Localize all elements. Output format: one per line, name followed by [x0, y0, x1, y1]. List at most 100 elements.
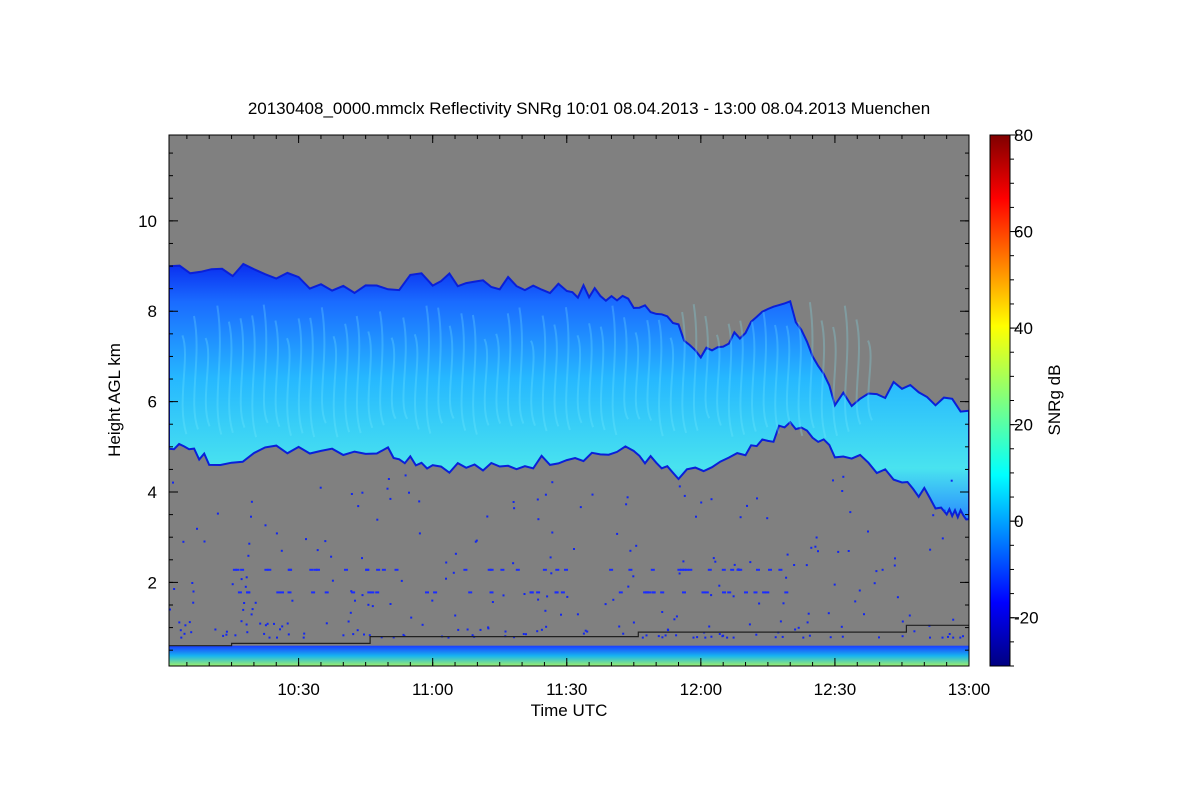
noise-dot — [657, 635, 660, 638]
noise-dot — [513, 636, 515, 639]
noise-dot — [560, 613, 562, 616]
noise-dot — [350, 493, 353, 495]
noise-dot — [250, 613, 253, 616]
noise-dot — [536, 498, 539, 501]
noise-dot — [190, 631, 193, 634]
noise-dot — [400, 579, 403, 582]
noise-dot — [235, 568, 240, 571]
noise-dot — [523, 593, 526, 595]
noise-dot — [254, 601, 257, 604]
noise-dot — [504, 630, 507, 633]
noise-dot — [232, 568, 237, 571]
noise-dot — [246, 631, 249, 634]
noise-dot — [604, 603, 607, 606]
noise-dot — [330, 555, 333, 558]
noise-dot — [537, 598, 540, 601]
noise-dot — [445, 561, 448, 564]
noise-dot — [766, 517, 769, 520]
noise-dot — [479, 628, 482, 631]
noise-dot — [512, 501, 515, 503]
noise-dot — [854, 600, 857, 603]
noise-dot — [718, 584, 721, 587]
noise-dot — [248, 542, 251, 545]
colorbar-tick-label: 80 — [1014, 126, 1033, 145]
noise-dot — [475, 539, 478, 542]
noise-dot — [710, 498, 713, 501]
noise-dot — [908, 614, 911, 617]
y-axis-label: Height AGL km — [105, 343, 124, 457]
noise-dot — [237, 591, 242, 594]
noise-dot — [305, 538, 307, 541]
noise-dot — [635, 544, 638, 547]
noise-dot — [932, 514, 935, 517]
noise-dot — [381, 568, 386, 571]
noise-dot — [303, 632, 306, 635]
noise-dot — [350, 590, 353, 593]
noise-dot — [512, 562, 515, 565]
noise-dot — [626, 496, 629, 499]
colorbar-tick-label: 40 — [1014, 319, 1033, 338]
noise-dot — [515, 568, 520, 571]
noise-dot — [779, 620, 782, 623]
noise-dot — [797, 626, 800, 629]
noise-dot — [628, 568, 633, 571]
noise-dot — [712, 557, 715, 560]
noise-dot — [827, 612, 830, 615]
noise-dot — [242, 608, 245, 611]
noise-dot — [700, 501, 703, 504]
noise-dot — [222, 634, 225, 637]
noise-dot — [947, 635, 949, 638]
noise-dot — [762, 591, 767, 594]
noise-dot — [678, 572, 681, 575]
noise-dot — [545, 625, 548, 628]
noise-dot — [584, 629, 587, 632]
noise-dot — [645, 591, 649, 594]
noise-dot — [240, 578, 243, 581]
noise-dot — [929, 636, 931, 639]
noise-dot — [331, 579, 334, 582]
noise-dot — [941, 537, 944, 540]
noise-dot — [356, 629, 359, 632]
noise-dot — [755, 633, 758, 636]
noise-dot — [794, 628, 797, 631]
noise-dot — [875, 570, 878, 573]
noise-dot — [357, 505, 360, 508]
noise-dot — [726, 636, 729, 639]
noise-dot — [710, 594, 713, 597]
noise-dot — [491, 601, 494, 603]
noise-dot — [849, 511, 852, 514]
noise-dot — [609, 568, 614, 571]
y-axis-ticks: 2 4 6 8 10 — [138, 152, 969, 651]
noise-dot — [962, 635, 964, 638]
noise-dot — [418, 532, 421, 535]
noise-dot — [641, 636, 644, 639]
noise-dot — [365, 568, 370, 571]
noise-dot — [240, 568, 245, 571]
noise-dot — [733, 563, 736, 566]
noise-dot — [680, 568, 684, 571]
noise-dot — [808, 634, 811, 637]
noise-dot — [675, 634, 678, 637]
noise-dot — [784, 591, 789, 594]
noise-dot — [342, 634, 345, 637]
plot-frame — [168, 134, 970, 667]
noise-dot — [682, 591, 686, 594]
noise-dot — [203, 540, 206, 543]
noise-dot — [184, 624, 187, 627]
noise-dot — [245, 576, 248, 579]
noise-dot — [793, 564, 796, 566]
noise-dot — [225, 633, 228, 636]
noise-dot — [431, 599, 434, 602]
noise-dot — [225, 630, 228, 633]
noise-dot — [948, 633, 951, 635]
noise-dot — [502, 594, 505, 597]
y-tick-label: 8 — [148, 302, 157, 321]
noise-dot — [714, 560, 717, 563]
noise-dot — [324, 540, 327, 543]
noise-dot — [280, 549, 283, 552]
noise-dot — [943, 509, 946, 512]
noise-dot — [732, 595, 735, 598]
noise-dot — [806, 621, 809, 624]
noise-dot — [544, 493, 547, 496]
x-axis-label: Time UTC — [531, 701, 608, 720]
